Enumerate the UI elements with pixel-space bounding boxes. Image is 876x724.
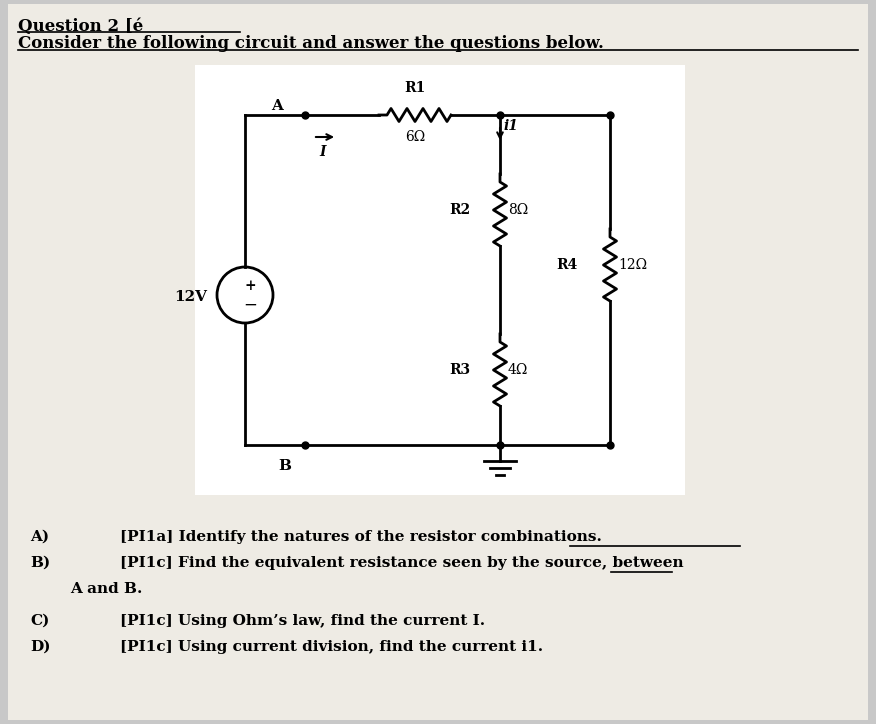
Text: R1: R1 (405, 81, 426, 95)
Text: 4Ω: 4Ω (508, 363, 528, 377)
Text: [PI1c] Using current division, find the current i1.: [PI1c] Using current division, find the … (120, 640, 543, 654)
Text: A: A (271, 99, 283, 113)
Text: [PI1c] Find the equivalent resistance seen by the source, between: [PI1c] Find the equivalent resistance se… (120, 556, 683, 570)
Text: 6Ω: 6Ω (405, 130, 425, 144)
Text: I: I (320, 145, 326, 159)
Text: Consider the following circuit and answer the questions below.: Consider the following circuit and answe… (18, 35, 604, 52)
Text: R3: R3 (449, 363, 470, 377)
Text: B): B) (30, 556, 50, 570)
Text: 12V: 12V (174, 290, 207, 304)
Text: i1: i1 (504, 119, 519, 133)
Text: A and B.: A and B. (70, 582, 143, 596)
Text: C): C) (30, 614, 49, 628)
Text: [PI1c] Using Ohm’s law, find the current I.: [PI1c] Using Ohm’s law, find the current… (120, 614, 485, 628)
Text: B: B (279, 459, 292, 473)
Text: −: − (243, 297, 257, 313)
Text: D): D) (30, 640, 51, 654)
Text: A): A) (30, 530, 49, 544)
Text: +: + (244, 279, 256, 293)
Text: 12Ω: 12Ω (618, 258, 647, 272)
Text: [PI1a] Identify the natures of the resistor combinations.: [PI1a] Identify the natures of the resis… (120, 530, 602, 544)
Text: 8Ω: 8Ω (508, 203, 528, 217)
Text: R4: R4 (557, 258, 578, 272)
Text: R2: R2 (449, 203, 470, 217)
Bar (195, 65, 685, 495)
Text: Question 2 [é: Question 2 [é (18, 18, 144, 35)
